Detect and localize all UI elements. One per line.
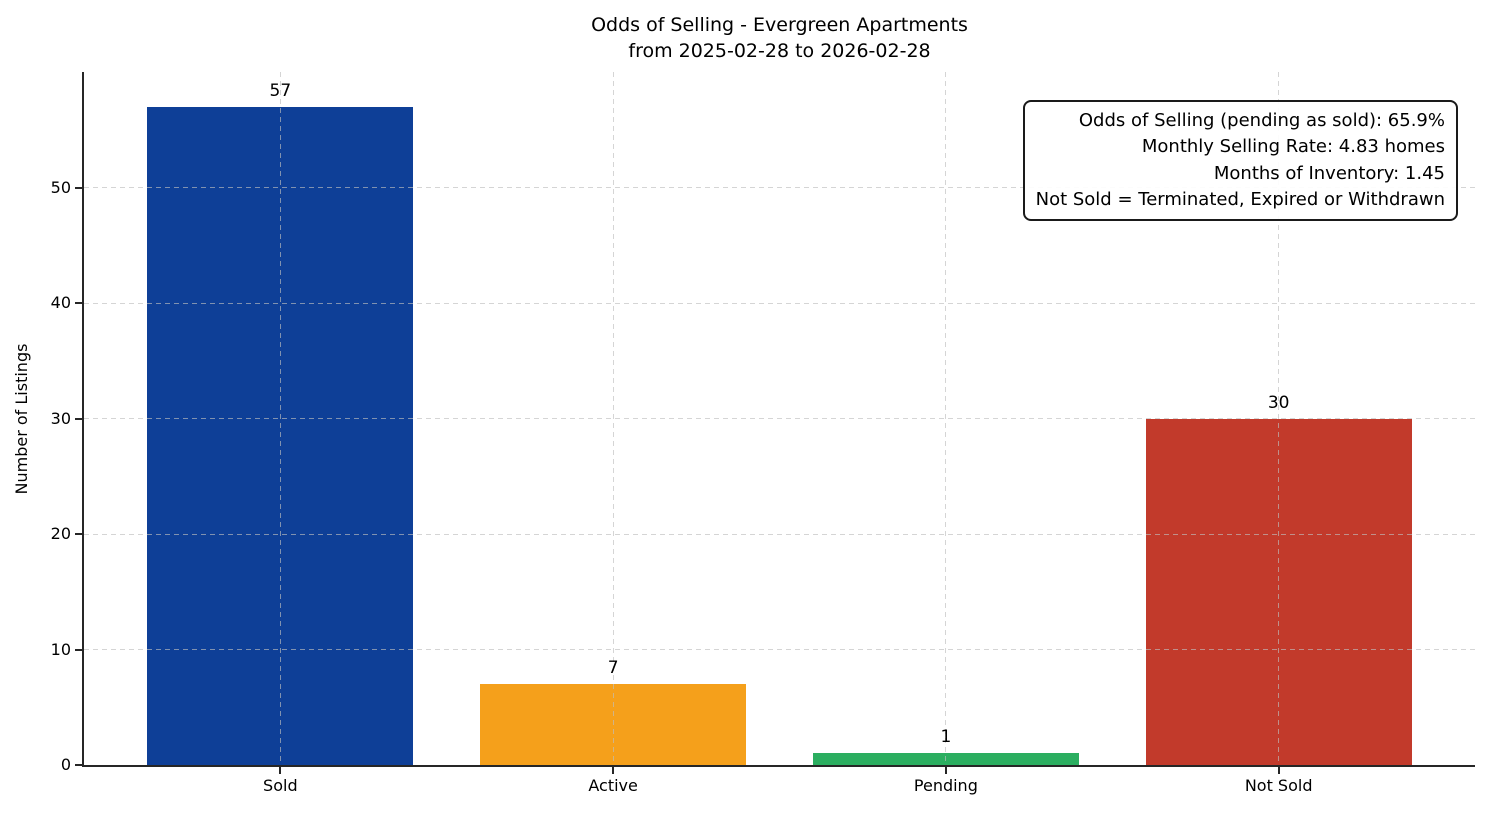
bar-value-label: 1	[940, 727, 952, 748]
y-tick-mark	[75, 302, 82, 304]
x-tick-label: Pending	[913, 776, 978, 795]
annotation-line-inventory: Months of Inventory: 1.45	[1213, 162, 1445, 184]
y-tick-mark	[75, 533, 82, 535]
y-tick-label: 40	[50, 293, 71, 312]
y-tick-label: 0	[60, 755, 71, 774]
y-tick-label: 50	[50, 177, 71, 197]
x-gridline	[612, 72, 614, 765]
y-tick-mark	[75, 648, 82, 651]
x-tick-label: Active	[588, 776, 638, 795]
x-tick-mark	[612, 767, 615, 774]
y-axis-spine	[82, 72, 84, 767]
chart-title: Odds of Selling - Evergreen Apartments f…	[84, 12, 1475, 64]
y-gridline	[84, 418, 1475, 419]
bar-value-label: 30	[1267, 392, 1290, 413]
bar-value-label: 7	[607, 658, 619, 679]
y-tick-mark	[75, 417, 82, 420]
x-tick-mark	[1277, 767, 1280, 774]
bar-value-label: 57	[269, 80, 292, 101]
annotation-box: Odds of Selling (pending as sold): 65.9%…	[1022, 100, 1458, 222]
plot-area: 0 10 20 30 40 50 Sold 57 Active 7 Pending 1 Not Sold…	[51, 72, 1475, 795]
x-gridline	[945, 72, 947, 765]
y-tick-mark	[75, 764, 82, 766]
annotation-line-odds: Odds of Selling (pending as sold): 65.9%	[1078, 110, 1445, 131]
chart-title-line2: from 2025-02-28 to 2026-02-28	[628, 40, 931, 63]
y-tick-label: 30	[50, 408, 71, 428]
x-tick-mark	[279, 767, 282, 774]
x-gridline	[1278, 72, 1280, 765]
y-gridline	[84, 187, 1475, 188]
x-tick-mark	[944, 767, 947, 774]
y-gridline	[84, 533, 1475, 535]
y-tick-mark	[75, 186, 82, 189]
x-axis-spine	[82, 765, 1475, 767]
x-tick-label: Not Sold	[1244, 776, 1313, 795]
x-tick-label: Sold	[263, 776, 298, 795]
y-gridline	[84, 302, 1475, 304]
y-tick-label: 20	[50, 524, 71, 543]
y-tick-label: 10	[50, 639, 71, 659]
annotation-line-monthly-rate: Monthly Selling Rate: 4.83 homes	[1141, 136, 1445, 158]
y-gridline	[84, 649, 1475, 650]
x-gridline	[279, 72, 281, 765]
chart-title-line1: Odds of Selling - Evergreen Apartments	[591, 14, 968, 36]
annotation-line-not-sold-note: Not Sold = Terminated, Expired or Withdr…	[1035, 188, 1445, 210]
